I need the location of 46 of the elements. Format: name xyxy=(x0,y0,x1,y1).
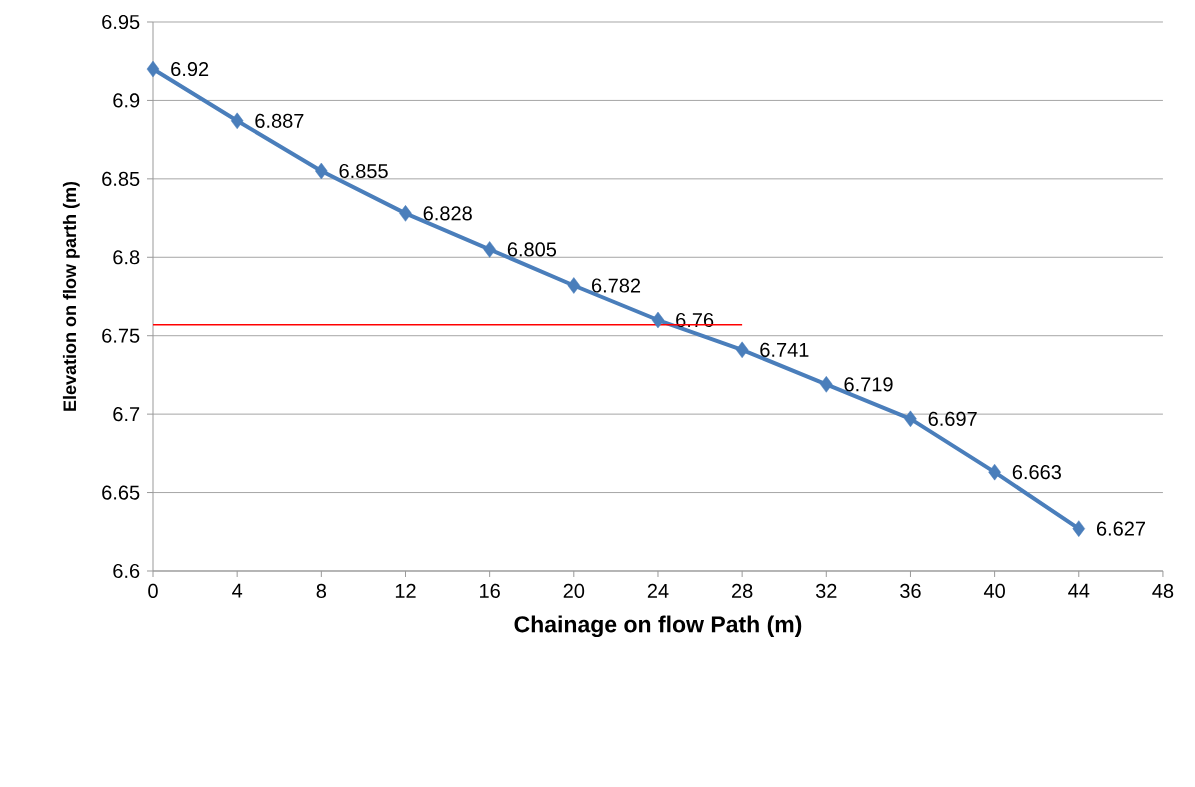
point xyxy=(399,205,412,222)
x-axis-title: Chainage on flow Path (m) xyxy=(514,615,802,638)
point xyxy=(230,112,244,130)
y-tick-label: 6.8 xyxy=(113,250,140,265)
data-label: 6.828 xyxy=(423,206,472,221)
y-tick-label: 6.6 xyxy=(113,563,140,579)
data-label: 6.741 xyxy=(760,342,809,357)
point xyxy=(988,463,1001,481)
data-label: 6.855 xyxy=(339,163,388,179)
x-tick-label: 44 xyxy=(1068,583,1090,598)
y-tick-label: 6.9 xyxy=(113,93,140,108)
x-tick-label: 36 xyxy=(900,583,921,599)
data-label: 6.663 xyxy=(1012,465,1061,480)
point xyxy=(1072,520,1086,537)
x-tick-label: 4 xyxy=(232,583,243,598)
data-label: 6.697 xyxy=(928,411,977,426)
point xyxy=(315,162,328,180)
x-tick-label: 24 xyxy=(647,583,669,598)
x-tick-label: 32 xyxy=(815,583,837,599)
point xyxy=(651,311,665,329)
data-label: 6.92 xyxy=(171,61,209,77)
y-tick-label: 6.7 xyxy=(113,407,140,422)
x-tick-label: 40 xyxy=(983,583,1005,599)
y-tick-label: 6.95 xyxy=(102,14,140,30)
y-axis-title: Elevation on flow parth (m) xyxy=(62,181,80,411)
y-tick-label: 6.85 xyxy=(102,171,140,186)
point xyxy=(735,341,749,359)
y-tick-label: 6.65 xyxy=(102,485,140,500)
x-tick-label: 28 xyxy=(732,583,753,599)
point xyxy=(146,60,160,78)
point xyxy=(567,277,581,294)
x-tick-label: 8 xyxy=(316,583,327,599)
x-tick-label: 0 xyxy=(148,583,158,599)
data-label: 6.627 xyxy=(1096,521,1146,536)
x-tick-label: 16 xyxy=(480,583,500,599)
data-label: 6.805 xyxy=(507,242,557,257)
data-label: 6.887 xyxy=(255,113,304,128)
y-tick-label: 6.75 xyxy=(102,328,140,343)
data-label: 6.719 xyxy=(844,377,893,392)
x-tick-label: 48 xyxy=(1152,583,1174,599)
point xyxy=(820,376,833,393)
point xyxy=(904,410,917,428)
point xyxy=(483,241,496,258)
data-label: 6.782 xyxy=(592,278,641,293)
x-tick-label: 12 xyxy=(395,583,416,598)
x-tick-label: 20 xyxy=(563,583,585,599)
